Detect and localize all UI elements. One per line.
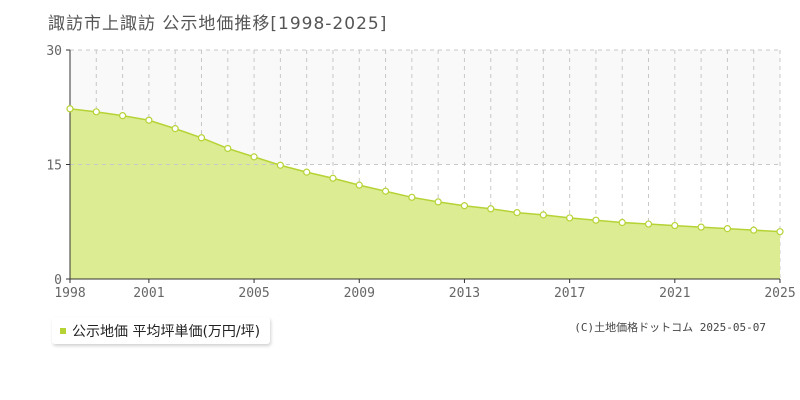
copyright-text: (C)土地価格ドットコム 2025-05-07 bbox=[574, 321, 766, 334]
data-point bbox=[644, 220, 653, 228]
data-point bbox=[408, 193, 416, 201]
data-point bbox=[92, 108, 100, 116]
data-point bbox=[250, 153, 258, 161]
data-point bbox=[224, 144, 232, 153]
x-tick-label: 2025 bbox=[764, 286, 795, 301]
y-tick-label: 30 bbox=[46, 44, 62, 59]
data-point bbox=[618, 218, 626, 227]
data-point bbox=[171, 125, 179, 133]
data-point bbox=[460, 202, 469, 210]
data-point bbox=[303, 168, 311, 176]
x-tick-label: 2005 bbox=[238, 286, 269, 301]
x-tick-label: 1998 bbox=[54, 286, 85, 301]
legend-label: 公示地価 平均坪単価(万円/坪) bbox=[72, 323, 261, 340]
x-tick-label: 2009 bbox=[344, 286, 375, 301]
x-tick-label: 2021 bbox=[659, 286, 690, 301]
data-point bbox=[671, 221, 679, 230]
data-point bbox=[434, 198, 442, 206]
data-point bbox=[566, 214, 574, 222]
area-layer bbox=[69, 108, 781, 279]
data-point bbox=[697, 223, 705, 231]
series-area bbox=[70, 108, 780, 279]
tick-label-layer: 0 15 30 1998 2001 2005 2009 2013 2017 2021 2025 bbox=[46, 44, 795, 301]
y-tick-label: 15 bbox=[46, 159, 62, 174]
x-tick-label: 2001 bbox=[133, 286, 164, 301]
marker-layer bbox=[66, 105, 784, 236]
x-tick-label: 2013 bbox=[449, 286, 480, 301]
data-point bbox=[513, 208, 521, 217]
data-point bbox=[197, 134, 206, 142]
data-point bbox=[750, 226, 758, 234]
data-point bbox=[776, 228, 784, 236]
horizontal-grid-layer bbox=[70, 49, 780, 165]
x-tick-label: 2017 bbox=[554, 286, 585, 301]
y-tick-label: 0 bbox=[54, 273, 62, 288]
data-point bbox=[66, 105, 74, 113]
data-point bbox=[355, 181, 363, 189]
data-point bbox=[592, 216, 600, 224]
data-point bbox=[276, 161, 284, 169]
legend-swatch bbox=[60, 327, 66, 334]
chart-title: 諏訪市上諏訪 公示地価推移[1998-2025] bbox=[48, 14, 388, 34]
data-point bbox=[381, 187, 390, 195]
data-point bbox=[118, 112, 127, 120]
data-point bbox=[487, 205, 495, 213]
data-point bbox=[539, 211, 547, 219]
data-point bbox=[145, 116, 153, 124]
data-point bbox=[723, 225, 732, 233]
data-point bbox=[329, 174, 337, 182]
axis-layer bbox=[66, 49, 781, 283]
series-line bbox=[69, 108, 781, 233]
land-price-chart: 0 15 30 1998 2001 2005 2009 2013 2017 2021 2025 bbox=[46, 44, 795, 301]
legend: 公示地価 平均坪単価(万円/坪) bbox=[52, 317, 271, 344]
